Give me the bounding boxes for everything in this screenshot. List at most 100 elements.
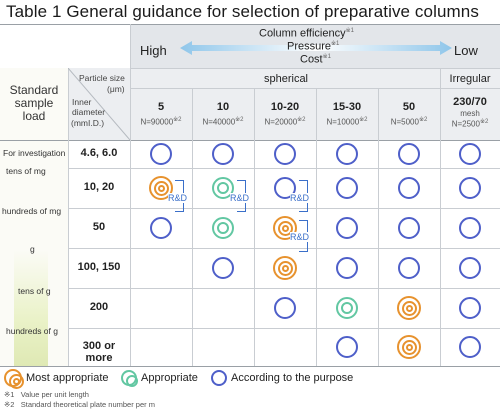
column-efficiency-label: Column efficiency※1 [259,27,354,40]
according-purpose-icon [336,336,358,358]
according-purpose-icon [274,297,296,319]
header-diagonal [68,68,130,140]
legend-most-appropriate: Most appropriate [26,372,109,384]
most-appropriate-icon [273,256,297,280]
grid-line [378,88,379,366]
grid-line [192,88,193,366]
column-header-size: 15-30 [332,101,362,113]
according-purpose-icon [212,257,234,279]
inner-diameter-value: 10, 20 [83,181,115,193]
according-purpose-icon [459,336,481,358]
plate-number: N=2500 [451,119,480,129]
table-top-border [0,24,500,25]
according-purpose-icon [336,217,358,239]
rd-label: R&D [230,193,250,203]
grid-line [0,140,500,141]
table-bottom-border [0,366,500,367]
grid-line [130,24,131,366]
column-header-plates: N=90000※2 [130,116,192,127]
according-purpose-icon [398,257,420,279]
grid-line [254,88,255,366]
according-purpose-icon [459,257,481,279]
cost-label: Cost※1 [300,53,331,66]
most-appropriate-icon [397,296,421,320]
spherical-label: spherical [263,73,309,85]
footnote-2: ※2 Standard theoretical plate number per… [4,400,155,409]
plate-number: N=5000 [390,117,419,127]
inner-unit-label: (mmI.D.) [71,118,105,128]
plate-number: N=10000 [326,117,360,127]
low-label: Low [454,43,478,58]
according-purpose-icon [398,217,420,239]
according-purpose-icon [150,217,172,239]
column-header-size: 10 [216,101,230,113]
sample-load-label: g [30,244,35,254]
according-purpose-icon [212,143,234,165]
grid-line [68,68,69,366]
load-gradient [14,250,48,366]
inner-diameter-label: Inner diameter [72,97,106,117]
legend-appropriate: Appropriate [141,372,198,384]
column-header-plates: N=2500※2 [440,118,500,129]
pressure-label: Pressure※1 [287,40,340,53]
rd-label: R&D [290,232,310,242]
inner-diameter-value: 100, 150 [77,261,121,273]
plate-note-mark: ※2 [297,117,306,123]
plate-note-mark: ※2 [479,119,489,125]
rd-label: R&D [168,193,188,203]
according-purpose-icon [459,177,481,199]
plate-note-mark: ※2 [418,117,428,123]
inner-diameter-value: 300 or more [82,340,116,364]
most-appropriate-icon [4,369,24,389]
according-purpose-icon [336,257,358,279]
grid-line [68,168,500,169]
sample-load-label: hundreds of mg [2,206,62,216]
irregular-label: Irregular [449,73,491,85]
according-purpose-icon [398,177,420,199]
according-purpose-icon [150,143,172,165]
sample-load-label: tens of mg [6,166,46,176]
high-label: High [140,43,167,58]
appropriate-icon [212,217,234,239]
standard-sample-load-label: Standard sample load [9,83,59,123]
plate-note-mark: ※2 [235,117,244,123]
column-header-mesh: mesh [460,109,480,118]
plate-note-mark: ※2 [173,117,182,123]
sample-load-label: For investigation [3,148,66,158]
column-header-size: 5 [157,101,165,113]
inner-diameter-value: 4.6, 6.0 [80,147,118,159]
column-header-band [68,68,500,140]
according-purpose-icon [459,143,481,165]
grid-line [130,88,500,89]
most-appropriate-icon [149,176,173,200]
grid-line [68,208,500,209]
according-purpose-icon [459,297,481,319]
inner-diameter-value: 50 [92,221,106,233]
particle-unit-label: (μm) [107,84,125,94]
according-purpose-icon [211,370,227,386]
column-header-plates: N=10000※2 [316,116,378,127]
grid-line [440,68,441,366]
appropriate-icon [121,370,138,387]
grid-line [130,68,500,69]
page-title: Table 1 General guidance for selection o… [6,2,479,21]
column-header-plates: N=20000※2 [254,116,316,127]
column-header-size: 50 [402,101,416,113]
sample-load-label: tens of g [18,286,51,296]
according-purpose-icon [274,177,296,199]
most-appropriate-icon [397,335,421,359]
according-purpose-icon [336,177,358,199]
plate-number: N=20000 [264,117,298,127]
grid-line [316,88,317,366]
according-purpose-icon [398,143,420,165]
appropriate-icon [336,297,358,319]
grid-line [68,288,500,289]
footnote-1: ※1 Value per unit length [4,390,89,399]
appropriate-icon [212,177,234,199]
column-header-size: 230/70 [453,96,487,108]
according-purpose-icon [459,217,481,239]
sample-load-label: hundreds of g [6,326,58,336]
most-appropriate-icon [273,216,297,240]
grid-line [68,248,500,249]
plate-number: N=40000 [202,117,236,127]
